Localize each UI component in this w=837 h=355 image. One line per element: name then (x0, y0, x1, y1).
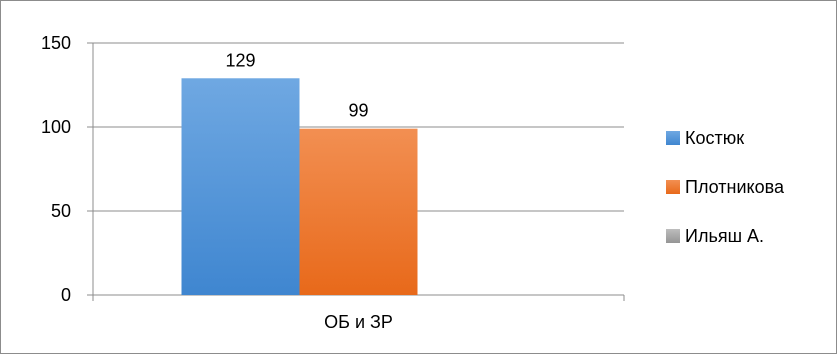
legend-label: Костюк (685, 128, 744, 148)
legend-label: Плотникова (685, 177, 785, 197)
legend-swatch (666, 131, 680, 145)
legend-swatch (666, 180, 680, 194)
bar (181, 78, 300, 295)
legend-swatch (666, 229, 680, 243)
data-label: 99 (348, 101, 368, 121)
x-category-label: ОБ и ЗР (324, 312, 393, 332)
y-tick-label: 150 (41, 33, 71, 53)
legend: Костюк Плотникова Ильяш А. (666, 128, 785, 246)
y-tick-label: 100 (41, 117, 71, 137)
y-tick-label: 50 (51, 201, 71, 221)
legend-label: Ильяш А. (685, 226, 764, 246)
data-labels: 129 99 (225, 50, 368, 120)
bar (299, 128, 418, 295)
data-label: 129 (225, 50, 255, 70)
y-tick-label: 0 (61, 285, 71, 305)
bars (181, 78, 418, 295)
